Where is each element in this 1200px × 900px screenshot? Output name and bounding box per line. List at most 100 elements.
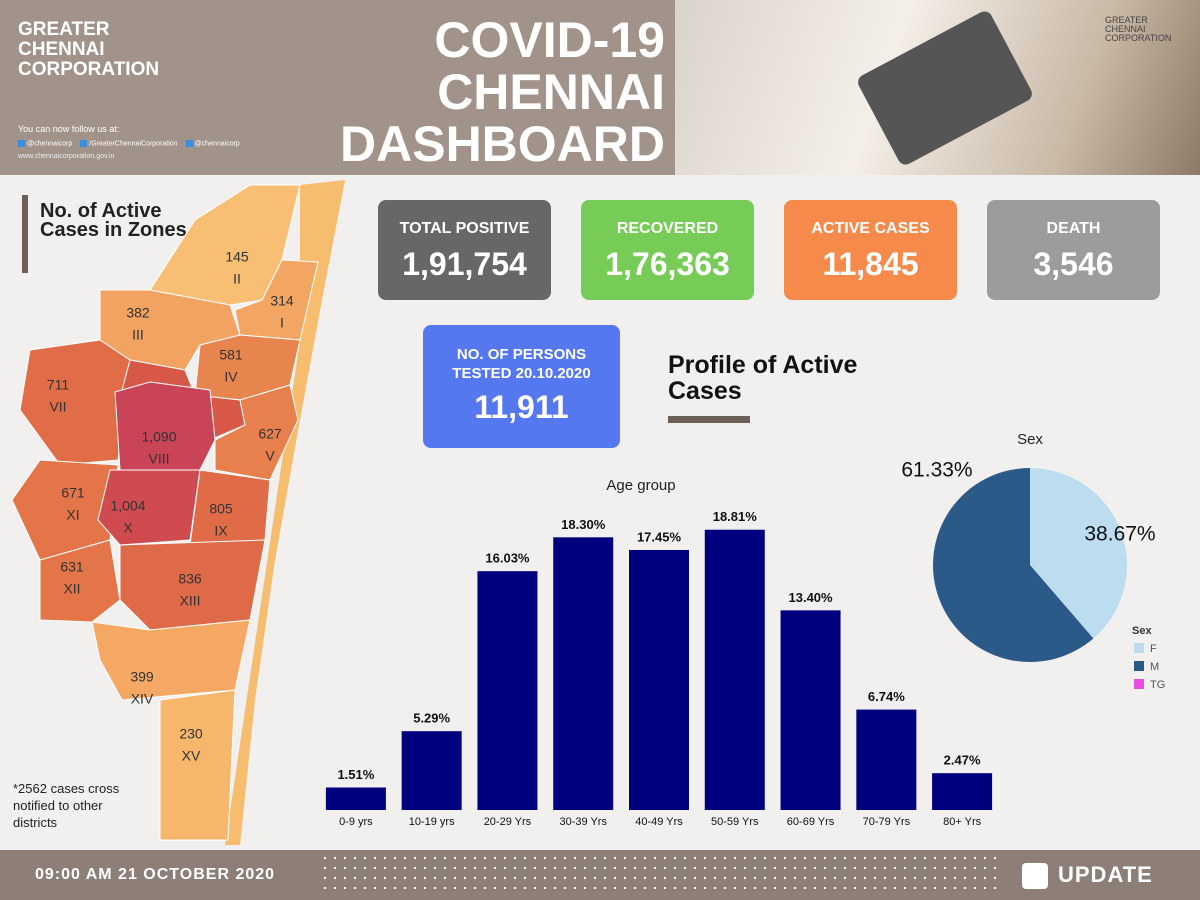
zone-number: V — [265, 448, 275, 464]
page-title: COVID-19 CHENNAI DASHBOARD — [340, 12, 665, 172]
social-link[interactable]: /GreaterChennaiCorporation — [80, 140, 177, 147]
zone-cases: 314 — [270, 293, 294, 309]
header-photo — [675, 0, 1200, 175]
map-zone — [97, 469, 201, 546]
x-tick-label: 70-79 Yrs — [863, 816, 911, 828]
stat-label: ACTIVE CASES — [811, 220, 930, 237]
value-label: 38.67% — [1084, 523, 1155, 546]
zone-cases: 145 — [225, 249, 249, 265]
x-tick-label: 40-49 Yrs — [635, 816, 683, 828]
org-name: GREATER CHENNAI CORPORATION — [18, 19, 160, 80]
stat-value: 1,76,363 — [605, 246, 730, 282]
map-zone — [159, 689, 236, 841]
zone-number: XI — [66, 507, 79, 523]
map-title: No. of Active Cases in Zones — [40, 200, 187, 241]
zone-cases: 230 — [179, 726, 203, 742]
stat-label: NO. OF PERSONS TESTED 20.10.2020 — [452, 346, 591, 382]
update-button[interactable]: UPDATE — [1022, 858, 1153, 892]
value-label: 5.29% — [413, 711, 450, 726]
legend-swatch — [1134, 661, 1144, 671]
zone-number: VII — [49, 399, 66, 415]
legend-swatch — [1134, 643, 1144, 653]
zone-cases: 1,090 — [141, 429, 176, 445]
zone-number: I — [280, 315, 284, 331]
zone-number: II — [233, 271, 241, 287]
zone-cases: 805 — [209, 501, 233, 517]
zone-number: XV — [182, 748, 201, 764]
zone-cases: 711 — [47, 377, 70, 393]
pie-slice — [1030, 467, 1127, 639]
accent-bar — [22, 195, 28, 273]
button-label[interactable]: UPDATE — [1058, 862, 1153, 887]
zone-cases: 581 — [219, 347, 243, 363]
x-tick-label: 50-59 Yrs — [711, 816, 759, 828]
follow-text: You can now follow us at: — [18, 124, 120, 134]
chart-title: Age group — [606, 477, 675, 494]
social-link[interactable]: @chennaicorp — [18, 140, 72, 147]
value-label: 61.33% — [901, 459, 972, 482]
zone-cases: 627 — [258, 426, 282, 442]
value-label: 1.51% — [337, 767, 374, 782]
stat-card: TOTAL POSITIVE 1,91,754 — [378, 200, 551, 300]
zone-cases: 382 — [126, 305, 150, 321]
coast-strip — [225, 180, 345, 845]
bar — [856, 709, 917, 810]
bar — [780, 610, 841, 810]
bar — [932, 773, 993, 810]
zone-number: IX — [214, 523, 228, 539]
legend-swatch — [1134, 679, 1144, 689]
value-label: 16.03% — [485, 551, 530, 566]
social-links: @chennaicorp /GreaterChennaiCorporation … — [18, 140, 240, 147]
legend-label: F — [1150, 643, 1157, 655]
zone-cases: 631 — [60, 559, 84, 575]
stat-card: ACTIVE CASES 11,845 — [784, 200, 957, 300]
zone-number: IV — [224, 369, 238, 385]
social-link[interactable]: @chennaicorp — [186, 140, 240, 147]
map-zone — [91, 619, 251, 701]
dot-pattern — [320, 853, 1000, 897]
map-zone — [19, 339, 131, 466]
zone-number: X — [123, 520, 133, 536]
legend-title: Sex — [1132, 625, 1152, 637]
website[interactable]: www.chennaicorporation.gov.in — [18, 153, 115, 160]
zone-cases: 836 — [178, 571, 202, 587]
logo-text: GREATER CHENNAI CORPORATION — [1105, 15, 1172, 43]
stat-label: TOTAL POSITIVE — [399, 220, 530, 237]
bar — [704, 529, 765, 810]
bar — [553, 537, 614, 810]
zone-number: VIII — [148, 451, 169, 467]
stat-value: 11,911 — [474, 389, 569, 425]
pie-slice — [932, 468, 1094, 662]
value-label: 13.40% — [789, 590, 834, 605]
stat-value: 11,845 — [822, 246, 919, 282]
zone-cases: 399 — [130, 669, 154, 685]
timestamp: 09:00 AM 21 OCTOBER 2020 — [34, 866, 276, 883]
stat-label: DEATH — [1046, 220, 1101, 237]
bar — [629, 549, 689, 810]
zone-number: XII — [63, 581, 80, 597]
bar — [325, 787, 386, 810]
zone-number: XIII — [179, 593, 200, 609]
chart-title: Sex — [1017, 431, 1043, 448]
x-tick-label: 30-39 Yrs — [559, 816, 607, 828]
x-tick-label: 60-69 Yrs — [787, 816, 835, 828]
x-tick-label: 80+ Yrs — [943, 816, 982, 828]
legend-label: M — [1150, 661, 1159, 673]
tested-card: NO. OF PERSONS TESTED 20.10.2020 11,911 — [423, 325, 620, 448]
map-zone — [39, 539, 121, 623]
accent-bar — [668, 416, 750, 423]
section-title: Profile of Active Cases — [668, 351, 858, 405]
stat-label: RECOVERED — [616, 220, 719, 237]
map-zone — [214, 384, 299, 481]
x-tick-label: 20-29 Yrs — [484, 816, 532, 828]
zone-cases: 671 — [61, 485, 85, 501]
value-label: 18.30% — [561, 517, 606, 532]
stat-card: RECOVERED 1,76,363 — [581, 200, 754, 300]
legend-label: TG — [1150, 679, 1165, 691]
x-tick-label: 10-19 yrs — [409, 816, 455, 828]
value-label: 6.74% — [868, 689, 905, 704]
zone-number: III — [132, 327, 144, 343]
value-label: 18.81% — [713, 509, 758, 524]
stat-value: 1,91,754 — [402, 246, 527, 282]
